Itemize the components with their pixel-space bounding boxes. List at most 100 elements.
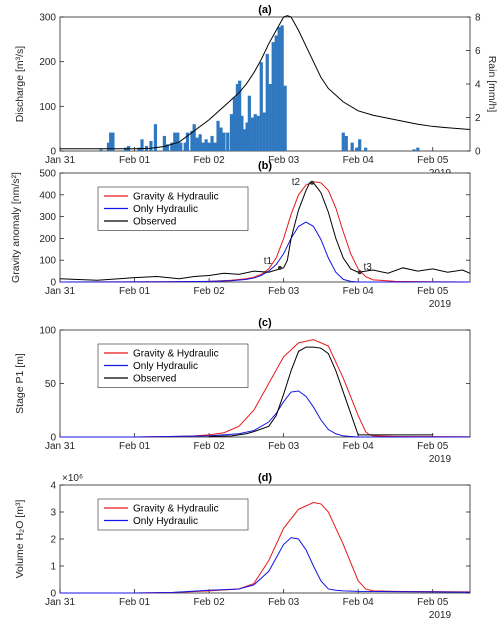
x-tick-label: Jan 31 (45, 597, 75, 608)
rain-bar (204, 139, 208, 151)
rain-bar (259, 62, 263, 151)
y-tick-label: 0 (50, 147, 56, 158)
rain-bar (195, 137, 199, 151)
rain-bar (283, 85, 287, 151)
series-line-only-hydraulic (60, 537, 471, 594)
series-line-observed (209, 346, 433, 437)
rain-bar (232, 97, 237, 151)
legend-entry: Gravity & Hydraulic (133, 349, 219, 360)
series-line-gravity-hydraulic (59, 181, 471, 283)
annotation-marker (309, 180, 314, 185)
y-tick-label: 0 (50, 433, 56, 444)
rain-bar (229, 114, 234, 151)
y-tick-label: 1 (50, 562, 56, 573)
rain-bar (149, 140, 153, 151)
rain-bar (238, 80, 242, 151)
rain-bar (274, 35, 278, 151)
discharge-line (60, 15, 471, 150)
rain-bar (240, 115, 244, 151)
rain-bar (162, 135, 166, 151)
x-tick-label: Feb 01 (119, 155, 151, 166)
annotation-label: t2 (292, 177, 301, 188)
rain-bar (245, 122, 249, 151)
rain-bar (268, 84, 272, 151)
series-line-gravity-hydraulic (60, 502, 471, 594)
rain-bar (176, 132, 180, 151)
y-tick-label: 3 (50, 508, 56, 519)
x-tick-label: Jan 31 (45, 286, 75, 297)
annotation-label: t1 (264, 256, 273, 267)
rain-bar (210, 135, 214, 151)
rain-bar (124, 147, 128, 151)
rain-bar (271, 42, 275, 151)
panel-d: (d) Jan 31 Feb 01 Feb 02 Feb 03 Feb 04 Feb 05 2… (14, 472, 471, 621)
panel-title: (d) (258, 472, 272, 484)
x-tick-label: Jan 31 (45, 155, 75, 166)
x-tick-label: Feb 03 (268, 286, 300, 297)
rain-bar (198, 134, 202, 151)
rain-bar (216, 120, 220, 151)
y-tick-label: 0 (50, 589, 56, 600)
y-multiplier: ×10⁶ (62, 473, 83, 484)
y-tick-label: 300 (39, 13, 56, 24)
rain-bar (364, 147, 368, 151)
rain-bar (106, 142, 111, 151)
annotation-marker (357, 270, 362, 275)
y-axis-label: Stage P1 [m] (14, 353, 26, 414)
x-tick-label: Feb 01 (119, 286, 151, 297)
legend-entry: Only Hydraulic (133, 361, 198, 372)
panel-a: (a) Jan 31 Feb 01 Feb 02 Feb 03 Feb 04 Feb 05 2… (14, 4, 498, 179)
y-tick-label: 0 (50, 278, 56, 289)
y-tick-label: 100 (39, 256, 56, 267)
rain-bar (341, 132, 345, 151)
y-tick-label: 4 (50, 481, 56, 492)
x-tick-label: Feb 05 (417, 155, 449, 166)
rain-bar (262, 112, 266, 151)
rain-bar (250, 117, 254, 151)
year-label: 2019 (429, 454, 452, 465)
y-axis-label-right: Rain [mm/h] (486, 56, 498, 113)
y-tick-label-right: 4 (475, 80, 481, 91)
x-tick-label: Feb 04 (343, 441, 375, 452)
y-axis-label: Discharge [m³/s] (14, 46, 26, 123)
legend-entry: Only Hydraulic (133, 516, 198, 527)
panel-title: (c) (258, 317, 272, 329)
legend-entry: Gravity & Hydraulic (133, 192, 219, 203)
rain-bar (222, 132, 226, 151)
rain-bar (280, 25, 284, 151)
panel-c: (c) Jan 31 Feb 01 Feb 02 Feb 03 Feb 04 Feb 05 2… (14, 317, 471, 465)
rain-bar (153, 124, 158, 151)
x-tick-label: Feb 03 (268, 441, 300, 452)
y-tick-label: 500 (39, 169, 56, 180)
annotation-marker (277, 265, 282, 270)
rain-bar (416, 147, 420, 151)
x-tick-label: Feb 02 (194, 155, 226, 166)
rain-bar (179, 142, 183, 151)
rain-bar (350, 142, 354, 151)
rain-bar (183, 142, 187, 151)
y-tick-label: 2 (50, 535, 56, 546)
year-label: 2019 (429, 610, 452, 621)
rain-bar (253, 114, 257, 151)
x-tick-label: Feb 02 (194, 286, 226, 297)
x-tick-label: Feb 04 (343, 155, 375, 166)
x-tick-label: Feb 04 (343, 597, 375, 608)
rain-bar (173, 132, 177, 151)
rain-bar (192, 124, 196, 151)
x-tick-label: Feb 05 (417, 286, 449, 297)
rain-bar (165, 144, 169, 151)
y-axis-label: Gravity anomaly [nm/s²] (10, 172, 22, 283)
x-tick-label: Feb 02 (194, 441, 226, 452)
y-tick-label-right: 0 (475, 147, 481, 158)
rain-bar (226, 132, 230, 151)
rain-bar (265, 53, 269, 151)
rain-bar (219, 127, 223, 151)
x-tick-label: Feb 01 (119, 597, 151, 608)
rain-bar (99, 149, 103, 151)
series-line-observed (59, 182, 471, 281)
x-tick-label: Feb 03 (268, 155, 300, 166)
legend (97, 498, 249, 531)
y-tick-label: 50 (45, 379, 57, 390)
legend-entry: Only Hydraulic (133, 204, 198, 215)
rain-bar (358, 139, 362, 151)
